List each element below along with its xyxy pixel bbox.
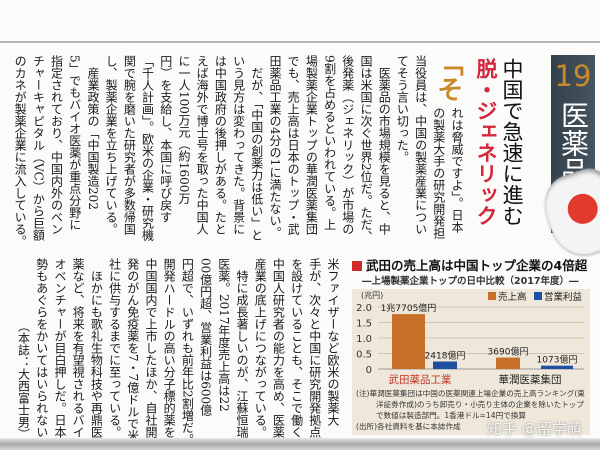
text-column: 指定されており、中国内外のベン (49, 55, 64, 235)
chart-notes: (注)華潤医薬集団は中国の医薬関連上場企業の売上高ランキング(東洋証券作成)のう… (356, 388, 586, 432)
chart-background (352, 289, 590, 435)
glove-flag-image (537, 163, 600, 263)
text-column: 発のがん免疫薬を7・7億ドルで米 (125, 258, 140, 442)
chart-title-text: 武田の売上高は中国トップ企業の4倍超 (366, 258, 588, 273)
text-column: れは脅威ですよ」。日本 (450, 107, 464, 233)
bar-sales (496, 357, 520, 369)
legend-label: 売上高 (498, 291, 527, 303)
text-column: オベンチャーが目白押しだ。日本 (52, 258, 67, 438)
headline-line1: 中国で急速に進む (500, 58, 524, 226)
legend-swatch (534, 292, 542, 300)
legend-label: 営業利益 (544, 291, 583, 303)
text-column: に一人100万元（約1600万 (176, 55, 191, 205)
text-column: ほかにも歌礼生物科技や再鼎医 (89, 258, 104, 438)
category-number: 19 (554, 59, 592, 93)
data-label: 2418億円 (425, 350, 466, 362)
watermark: 知乎 @留学萌 (487, 420, 582, 438)
text-column: 手が、次々と中国に研究開発拠点 (307, 258, 322, 438)
bar-operating-profit (433, 361, 457, 369)
headline-line2: 脱・ジェネリック (474, 58, 498, 226)
text-column: 円超で、いずれも前年比2割増だ。 (180, 258, 195, 446)
text-column: 9割を占めるといわれている。上 (322, 55, 337, 231)
text-column: 産業政策の「中国製造202 (85, 55, 100, 210)
text-column: 00億円超、営業利益は600億 (198, 258, 213, 417)
text-column: を設けていることも、そこで働く (289, 258, 304, 438)
text-column: の製薬大手の研究開発担 (431, 107, 446, 239)
text-column: 開発ハードルの高い分子標的薬を (162, 258, 177, 438)
text-column: 社に供与するまでに至っている。 (107, 258, 122, 438)
text-column: し、製薬企業を立ち上げている。 (104, 55, 119, 235)
text-column: でも、売上高は日本のトップ・武 (286, 55, 301, 235)
text-column: いう見方は変わってきた。背景に (231, 55, 246, 235)
text-column: 関で腕を磨いた研究者が多数帰国 (122, 55, 137, 235)
category-label: 華潤医薬集団 (499, 373, 562, 386)
text-column: てそう言い切った。 (395, 55, 410, 163)
text-column: 米ファイザーなど欧米の製薬大 (326, 258, 340, 426)
bar-operating-profit (541, 365, 573, 369)
text-column: 特に成長著しいのが、江蘇恒瑞 (234, 258, 249, 438)
chart-title: 武田の売上高は中国トップ企業の4倍超 (352, 255, 587, 274)
y-tick-label: 1.0 (356, 334, 372, 345)
text-column: 円）を支給し、本国に呼び戻す (158, 55, 173, 223)
text-column: 5」でもバイオ医薬が重点分野に (67, 55, 82, 231)
chart-source: (出所)各社資料を基に本誌作成 (356, 422, 461, 431)
text-column: 医薬品の市場規模を見ると、中 (377, 55, 392, 235)
text-column: 後発薬（ジェネリック）が市場の (340, 55, 355, 235)
y-tick-label: 2.0 (356, 303, 372, 314)
y-tick-label: 0.5 (356, 350, 372, 361)
text-column: 中国人研究者の能力を高め、医薬 (271, 258, 286, 438)
text-column: 産業の底上げにつながっている。 (253, 258, 268, 438)
text-column: のカネが製薬企業に流入している。 (13, 55, 28, 247)
data-label: 1兆7705億円 (381, 302, 437, 314)
bar-sales (392, 314, 425, 369)
text-column: 医薬。2017年度売上高は22 (216, 258, 231, 412)
category-label: 武田薬品工業 (389, 373, 452, 386)
y-tick-label: 0 (366, 365, 372, 376)
page-bottom-edge (0, 438, 600, 450)
dropcap: 「そ (433, 50, 463, 102)
y-tick-label: 1.5 (356, 319, 372, 330)
text-column: 田薬品工業の4分の1に満たない。 (267, 55, 282, 239)
text-column: は中国政府の後押しがある。たと (213, 55, 228, 235)
text-column: 当役員は、中国の製薬産業につい (413, 55, 428, 235)
article-body-bottom: 米ファイザーなど欧米の製薬大 手が、次々と中国に研究開発拠点 を設けていることも、そ… (14, 258, 342, 450)
legend-swatch (488, 292, 496, 300)
data-label: 1073億円 (537, 354, 578, 366)
text-column: だが、「中国の創薬力は低い」と (249, 55, 264, 241)
japan-flag-dot (563, 189, 600, 228)
article-body-top: れは脅威ですよ」。日本 の製薬大手の研究開発担 当役員は、中国の製薬産業につい てそう… (11, 55, 466, 247)
red-square-icon (352, 261, 362, 271)
text-column: 国は米国に次ぐ世界2位だ。ただ、 (358, 55, 373, 243)
text-column: 勢もあぐらをかいてはいられない。 (34, 258, 49, 450)
text-column: えば海外で博士号を取った中国人 (195, 55, 210, 235)
top-rule (0, 41, 600, 43)
chart-subtitle: ―上場製薬企業トップの日中比較（2017年度）― (362, 276, 579, 287)
chart-note: (注)華潤医薬集団は中国の医薬関連上場企業の売上高ランキング(東洋証券作成)のう… (356, 389, 585, 420)
text-column: 「千人計画」。欧米の企業・研究機 (140, 55, 155, 241)
text-column: 中国国内で上市したほか、自社開 (143, 258, 158, 438)
text-column: チャーキャピタル（VC）から巨額 (31, 55, 46, 241)
text-column: 場製薬企業トップの華潤医薬集団 (304, 55, 319, 235)
unit-label: (兆円) (361, 290, 383, 300)
text-column: 薬など、将来を有望視されるバイ (71, 258, 86, 438)
data-label: 3690億円 (488, 346, 529, 358)
author-credit: （本誌：大西富士男） (16, 320, 31, 440)
